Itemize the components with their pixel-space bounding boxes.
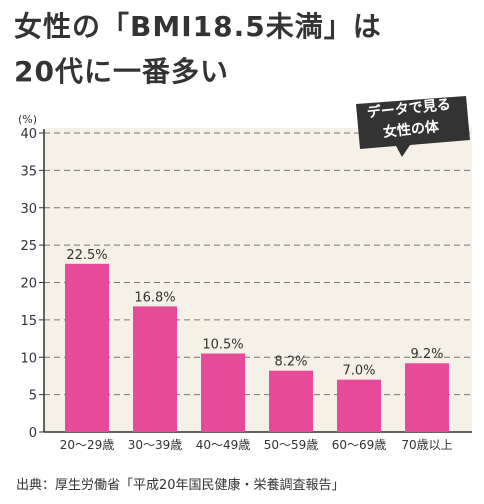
chart-title: 女性の「BMI18.5未満」は 20代に一番多い [14,4,382,94]
bar [405,363,449,432]
y-tick-label: 35 [20,164,37,179]
bar [337,379,381,432]
x-tick-label: 60～69歳 [332,438,387,452]
source-note: 出典：厚生労働省「平成20年国民健康・栄養調査報告」 [16,478,345,493]
data-label: 9.2% [410,347,443,362]
data-label: 7.0% [342,364,375,379]
x-tick-label: 40～49歳 [196,438,251,452]
data-labels: 22.5% 16.8% 10.5% 8.2% 7.0% 9.2% [66,248,443,379]
plot-background [44,128,472,433]
y-tick-label: 30 [20,202,37,217]
gridlines [44,132,472,396]
x-tick-label: 70歳以上 [401,438,452,452]
y-tick-label: 40 [20,127,37,142]
title-line-1: 女性の「BMI18.5未満」は [14,10,382,43]
y-unit-label: (%) [18,113,37,126]
speech-bubble-icon [356,96,470,157]
bar [133,306,177,432]
data-label: 8.2% [274,355,307,370]
data-label: 16.8% [134,290,175,305]
y-tick-label: 10 [20,351,37,366]
y-tick-label: 0 [29,426,37,441]
y-tick-label: 25 [20,239,37,254]
y-tick-label: 15 [20,314,37,329]
title-line-2: 20代に一番多い [14,55,229,88]
bar [201,353,245,432]
y-tick-label: 20 [20,277,37,292]
bar [269,370,313,432]
axes [39,129,472,433]
tick-labels: 0 5 10 15 20 25 30 35 40(%) 20～29歳 30～39歳 40～49歳 50～… [18,113,453,452]
data-label: 22.5% [66,248,107,263]
x-tick-label: 30～39歳 [128,438,183,452]
bars [65,263,449,432]
x-tick-label: 50～59歳 [264,438,319,452]
y-tick-label: 5 [29,389,37,404]
x-tick-label: 20～29歳 [60,438,115,452]
data-label: 10.5% [202,338,243,353]
badge-speech-bubble: データで見る 女性の体 [352,94,476,158]
bar [65,263,109,432]
